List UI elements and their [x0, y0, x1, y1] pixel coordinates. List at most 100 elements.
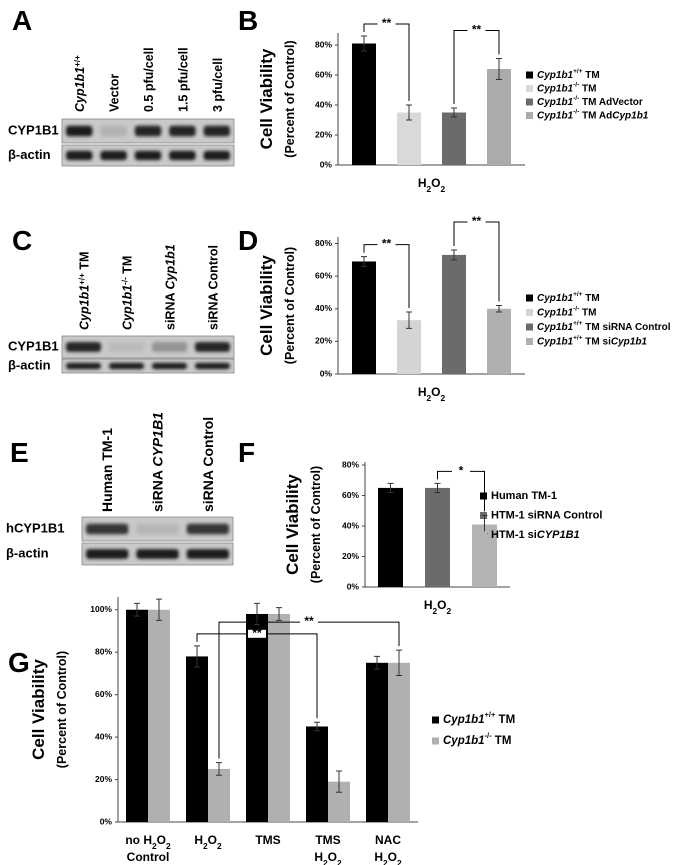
legend-swatch — [526, 85, 533, 92]
lane-label: 3 pfu/cell — [211, 58, 225, 112]
bar — [442, 112, 466, 165]
legend-label: Cyp1b1+/+ TM — [537, 68, 600, 80]
bar — [148, 609, 170, 822]
significance-label: ** — [304, 614, 314, 628]
error-bar — [406, 104, 412, 121]
bracket-label-bg — [248, 629, 266, 638]
bar — [487, 69, 511, 165]
row-label: hCYP1B1 — [6, 520, 65, 535]
legend-label: Cyp1b1-/- TM AdVector — [537, 95, 643, 107]
y-tick-label: 80% — [342, 459, 359, 469]
blot-band — [195, 362, 230, 370]
bar — [306, 726, 328, 822]
legend-label: Human TM-1 — [491, 490, 557, 502]
significance-label: ** — [472, 23, 482, 37]
legend-label: HTM-1 siRNA Control — [491, 509, 602, 521]
legend-swatch — [432, 716, 439, 724]
legend-label: Cyp1b1-/- TM — [537, 82, 596, 94]
panel-letter: F — [238, 437, 255, 468]
significance-label: ** — [382, 16, 392, 30]
blot-band — [86, 523, 129, 535]
lane-label: Cyp1b1+/+ — [73, 55, 88, 112]
row-label: β-actin — [8, 357, 51, 372]
error-bar — [194, 645, 200, 668]
significance-label: ** — [252, 626, 262, 640]
legend-label: Cyp1b1-/- TM AdCyp1b1 — [537, 109, 649, 121]
bracket-label-bg — [377, 240, 396, 249]
y-tick-label: 40% — [95, 731, 112, 741]
error-bar — [451, 107, 457, 118]
legend-swatch — [526, 98, 533, 106]
bar — [246, 613, 268, 822]
legend-swatch — [526, 309, 533, 316]
bar — [268, 613, 290, 822]
bar — [442, 254, 466, 374]
x-tick-label: H2O2 — [424, 598, 452, 616]
significance-label: ** — [472, 214, 482, 228]
lane-label: Human TM-1 — [99, 428, 115, 512]
bracket-label-bg — [467, 26, 486, 35]
panel-letter: D — [238, 225, 258, 256]
row-label: CYP1B1 — [8, 122, 59, 137]
blot-band — [86, 549, 129, 559]
lane-label: siRNA Control — [200, 417, 216, 512]
lane-label: siRNA CYP1B1 — [150, 412, 166, 512]
blot-band — [66, 342, 101, 352]
legend-label: Cyp1b1+/+ TM — [443, 710, 515, 726]
bracket-label-bg — [452, 467, 470, 476]
lane-label: siRNA Cyp1b1 — [164, 244, 178, 330]
blot-band — [186, 523, 229, 535]
blot-band — [195, 342, 230, 352]
blot-band — [134, 150, 162, 161]
error-bar — [314, 721, 320, 732]
legend-label: Cyp1b1+/+ TM — [537, 291, 600, 303]
blot-band — [66, 150, 93, 161]
blot-band — [169, 150, 196, 161]
significance-label: ** — [382, 237, 392, 251]
error-bar — [451, 249, 457, 261]
x-tick-label: NAC — [375, 833, 401, 847]
bracket-label-bg — [377, 20, 396, 28]
y-tick-label: 40% — [315, 99, 332, 109]
bar — [352, 43, 376, 165]
error-bar — [361, 256, 367, 267]
significance-label: * — [459, 463, 464, 477]
blot-band — [100, 125, 127, 137]
y-axis-title: Cell Viability — [257, 255, 276, 356]
panel-letter: E — [10, 437, 29, 468]
lane-label: Vector — [108, 74, 122, 112]
blot-band — [136, 523, 179, 535]
blot-band — [169, 125, 196, 137]
bar — [366, 662, 388, 822]
y-axis-title: Cell Viability — [257, 48, 276, 149]
y-tick-label: 0% — [100, 816, 113, 826]
y-tick-label: 0% — [320, 159, 333, 169]
error-bar — [434, 482, 441, 493]
legend-label: Cyp1b1+/+ TM siRNA Control — [537, 320, 671, 332]
x-tick-label: H2O2 — [314, 850, 342, 865]
y-tick-label: 20% — [342, 551, 359, 561]
legend-label: HTM-1 siCYP1B1 — [491, 529, 580, 541]
bar — [487, 308, 511, 374]
x-tick-label: H2O2 — [418, 176, 446, 194]
bar — [352, 261, 376, 374]
bar — [328, 781, 350, 822]
x-tick-label: H2O2 — [194, 833, 222, 851]
y-tick-label: 60% — [315, 69, 332, 79]
y-axis-subtitle: (Percent of Control) — [309, 466, 323, 583]
y-tick-label: 100% — [90, 604, 112, 614]
y-tick-label: 20% — [315, 336, 332, 346]
legend-swatch — [432, 737, 439, 745]
bar — [186, 656, 208, 822]
lane-label: Cyp1b1-/- TM — [120, 256, 135, 330]
blot-band — [152, 342, 187, 352]
error-bar — [387, 482, 394, 493]
error-bar — [396, 649, 402, 677]
blot-band — [66, 125, 93, 137]
panel-letter: C — [12, 225, 32, 256]
bar — [397, 112, 421, 165]
y-tick-label: 20% — [95, 774, 112, 784]
blot-band — [100, 150, 127, 161]
x-tick-label: H2O2 — [374, 850, 402, 865]
